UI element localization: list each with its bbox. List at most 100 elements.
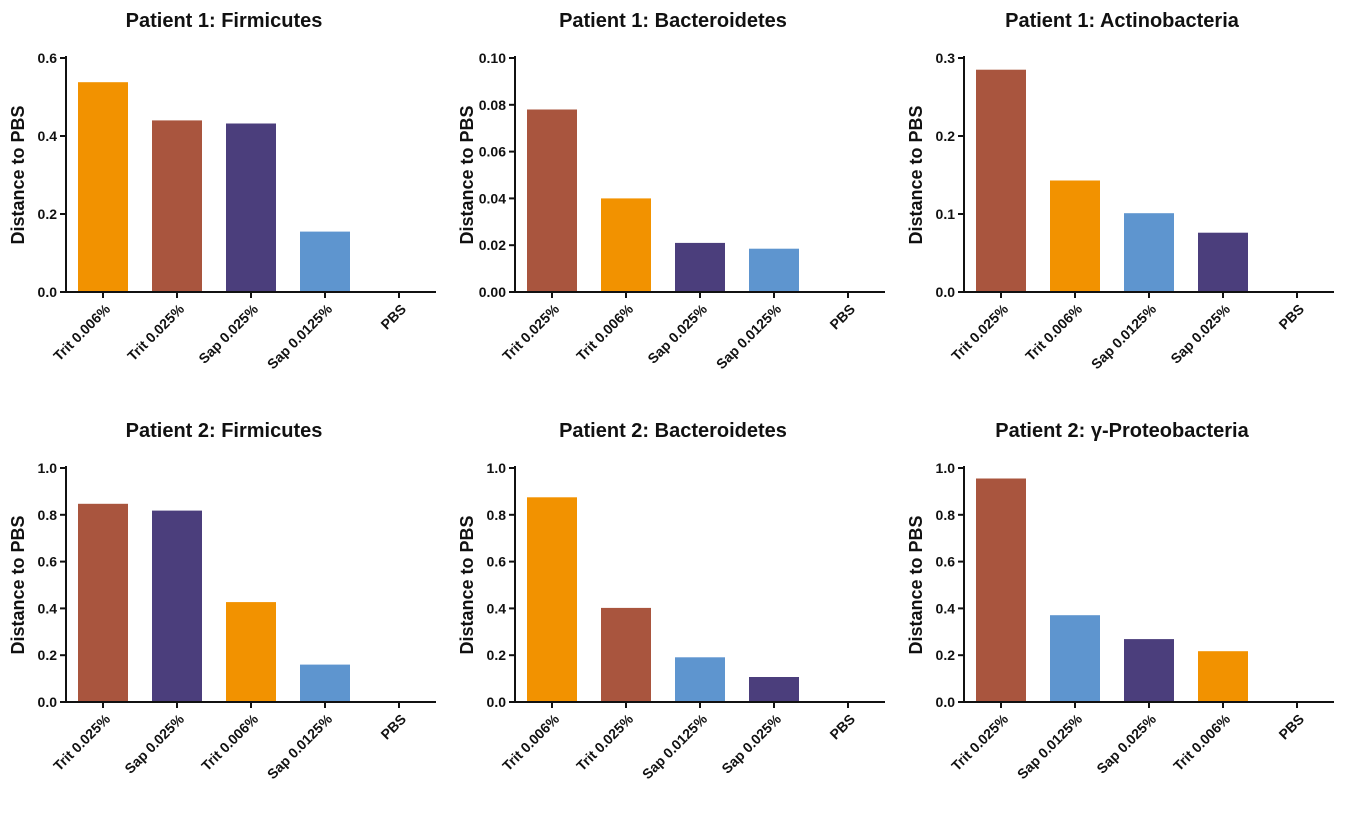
x-tick-label: Sap 0.025% <box>1167 300 1233 366</box>
bar <box>601 607 651 702</box>
x-tick-label: Trit 0.006% <box>573 300 636 363</box>
x-tick-label: Sap 0.0125% <box>1088 300 1160 372</box>
y-tick-label: 0.6 <box>487 554 507 570</box>
bar <box>675 242 725 292</box>
x-tick-label: Trit 0.025% <box>948 710 1011 773</box>
x-tick-label: PBS <box>826 711 858 743</box>
bar <box>527 109 577 292</box>
chart-panel-patient-1-firmicutes: Patient 1: Firmicutes Distance to PBS 0.0 0… <box>0 0 448 409</box>
chart-title: Patient 1: Actinobacteria <box>1005 10 1240 32</box>
y-tick-label: 1.0 <box>38 460 58 476</box>
chart-title: Patient 2: Firmicutes <box>126 420 323 442</box>
bar <box>976 69 1026 292</box>
bar <box>976 478 1026 702</box>
bar <box>1124 213 1174 292</box>
x-tick-label: Trit 0.025% <box>499 300 562 363</box>
y-axis-label: Distance to PBS <box>906 105 926 244</box>
x-tick-label: Trit 0.006% <box>1170 710 1233 773</box>
x-tick-label: Sap 0.025% <box>718 710 784 776</box>
y-tick-label: 0.04 <box>479 190 506 206</box>
y-tick-label: 0.0 <box>38 694 58 710</box>
bar <box>226 602 276 702</box>
chart-title: Patient 1: Firmicutes <box>126 10 323 32</box>
bar <box>601 198 651 292</box>
bar <box>300 664 350 702</box>
y-tick-label: 1.0 <box>487 460 507 476</box>
bar <box>1198 651 1248 702</box>
bar <box>152 120 202 293</box>
y-tick-label: 0.2 <box>38 206 58 222</box>
chart-title: Patient 2: γ-Proteobacteria <box>995 420 1249 442</box>
x-tick-label: Sap 0.025% <box>644 300 710 366</box>
bar-chart-svg: Patient 2: Firmicutes Distance to PBS 0.0 0… <box>8 420 436 782</box>
y-tick-label: 0.3 <box>936 50 956 66</box>
y-axis-label: Distance to PBS <box>457 105 477 244</box>
chart-title: Patient 1: Bacteroidetes <box>559 10 787 32</box>
y-tick-label: 0.8 <box>487 507 507 523</box>
y-tick-label: 0.02 <box>479 237 506 253</box>
bar <box>226 123 276 292</box>
y-tick-label: 0.0 <box>38 284 58 300</box>
chart-panel-patient-1-bacteroidetes: Patient 1: Bacteroidetes Distance to PBS 0… <box>449 0 897 409</box>
y-tick-label: 0.6 <box>38 50 58 66</box>
y-tick-label: 0.8 <box>936 507 956 523</box>
bar-chart-svg: Patient 1: Firmicutes Distance to PBS 0.0 0… <box>8 10 436 372</box>
y-axis-label: Distance to PBS <box>906 515 926 654</box>
y-tick-label: 0.08 <box>479 97 506 113</box>
y-tick-label: 0.06 <box>479 144 506 160</box>
y-tick-label: 0.0 <box>936 284 956 300</box>
x-tick-label: Sap 0.0125% <box>264 710 336 782</box>
bar <box>1124 639 1174 702</box>
bar <box>300 231 350 292</box>
chart-panel-patient-2-gamma-proteobacteria: Patient 2: γ-Proteobacteria Distance to P… <box>898 410 1346 819</box>
y-tick-label: 0.2 <box>936 128 956 144</box>
x-tick-label: PBS <box>1275 711 1307 743</box>
y-tick-label: 0.6 <box>38 554 58 570</box>
y-tick-label: 0.1 <box>936 206 956 222</box>
x-tick-label: Sap 0.025% <box>1093 710 1159 776</box>
chart-title: Patient 2: Bacteroidetes <box>559 420 787 442</box>
y-tick-label: 0.00 <box>479 284 506 300</box>
y-tick-label: 0.2 <box>38 647 58 663</box>
x-tick-label: PBS <box>377 301 409 333</box>
x-tick-label: Trit 0.025% <box>948 300 1011 363</box>
x-tick-label: Trit 0.006% <box>198 710 261 773</box>
bar <box>1050 615 1100 702</box>
x-tick-label: Sap 0.0125% <box>1014 710 1086 782</box>
bar <box>78 82 128 292</box>
x-tick-label: Trit 0.006% <box>1022 300 1085 363</box>
x-tick-label: Sap 0.025% <box>195 300 261 366</box>
x-tick-label: PBS <box>377 711 409 743</box>
bar <box>749 677 799 702</box>
bar <box>1050 180 1100 292</box>
bar <box>749 248 799 292</box>
chart-panel-patient-2-firmicutes: Patient 2: Firmicutes Distance to PBS 0.0 0… <box>0 410 448 819</box>
x-tick-label: PBS <box>1275 301 1307 333</box>
bar <box>675 657 725 702</box>
x-tick-label: Trit 0.025% <box>124 300 187 363</box>
x-tick-label: PBS <box>826 301 858 333</box>
y-tick-label: 0.0 <box>487 694 507 710</box>
y-tick-label: 0.2 <box>936 647 956 663</box>
y-axis-label: Distance to PBS <box>8 105 28 244</box>
y-tick-label: 1.0 <box>936 460 956 476</box>
bar-chart-svg: Patient 2: Bacteroidetes Distance to PBS 0… <box>457 420 885 782</box>
x-tick-label: Trit 0.025% <box>50 710 113 773</box>
bar <box>152 510 202 702</box>
y-tick-label: 0.6 <box>936 554 956 570</box>
bar <box>527 497 577 703</box>
y-axis-label: Distance to PBS <box>457 515 477 654</box>
bar <box>78 503 128 702</box>
x-tick-label: Trit 0.025% <box>573 710 636 773</box>
y-tick-label: 0.4 <box>936 600 956 616</box>
y-axis-label: Distance to PBS <box>8 515 28 654</box>
x-tick-label: Sap 0.025% <box>121 710 187 776</box>
x-tick-label: Sap 0.0125% <box>713 300 785 372</box>
x-tick-label: Trit 0.006% <box>499 710 562 773</box>
bar-chart-svg: Patient 1: Actinobacteria Distance to PBS… <box>906 10 1334 372</box>
y-tick-label: 0.4 <box>38 128 58 144</box>
bar-chart-svg: Patient 2: γ-Proteobacteria Distance to P… <box>906 420 1334 782</box>
y-tick-label: 0.2 <box>487 647 507 663</box>
